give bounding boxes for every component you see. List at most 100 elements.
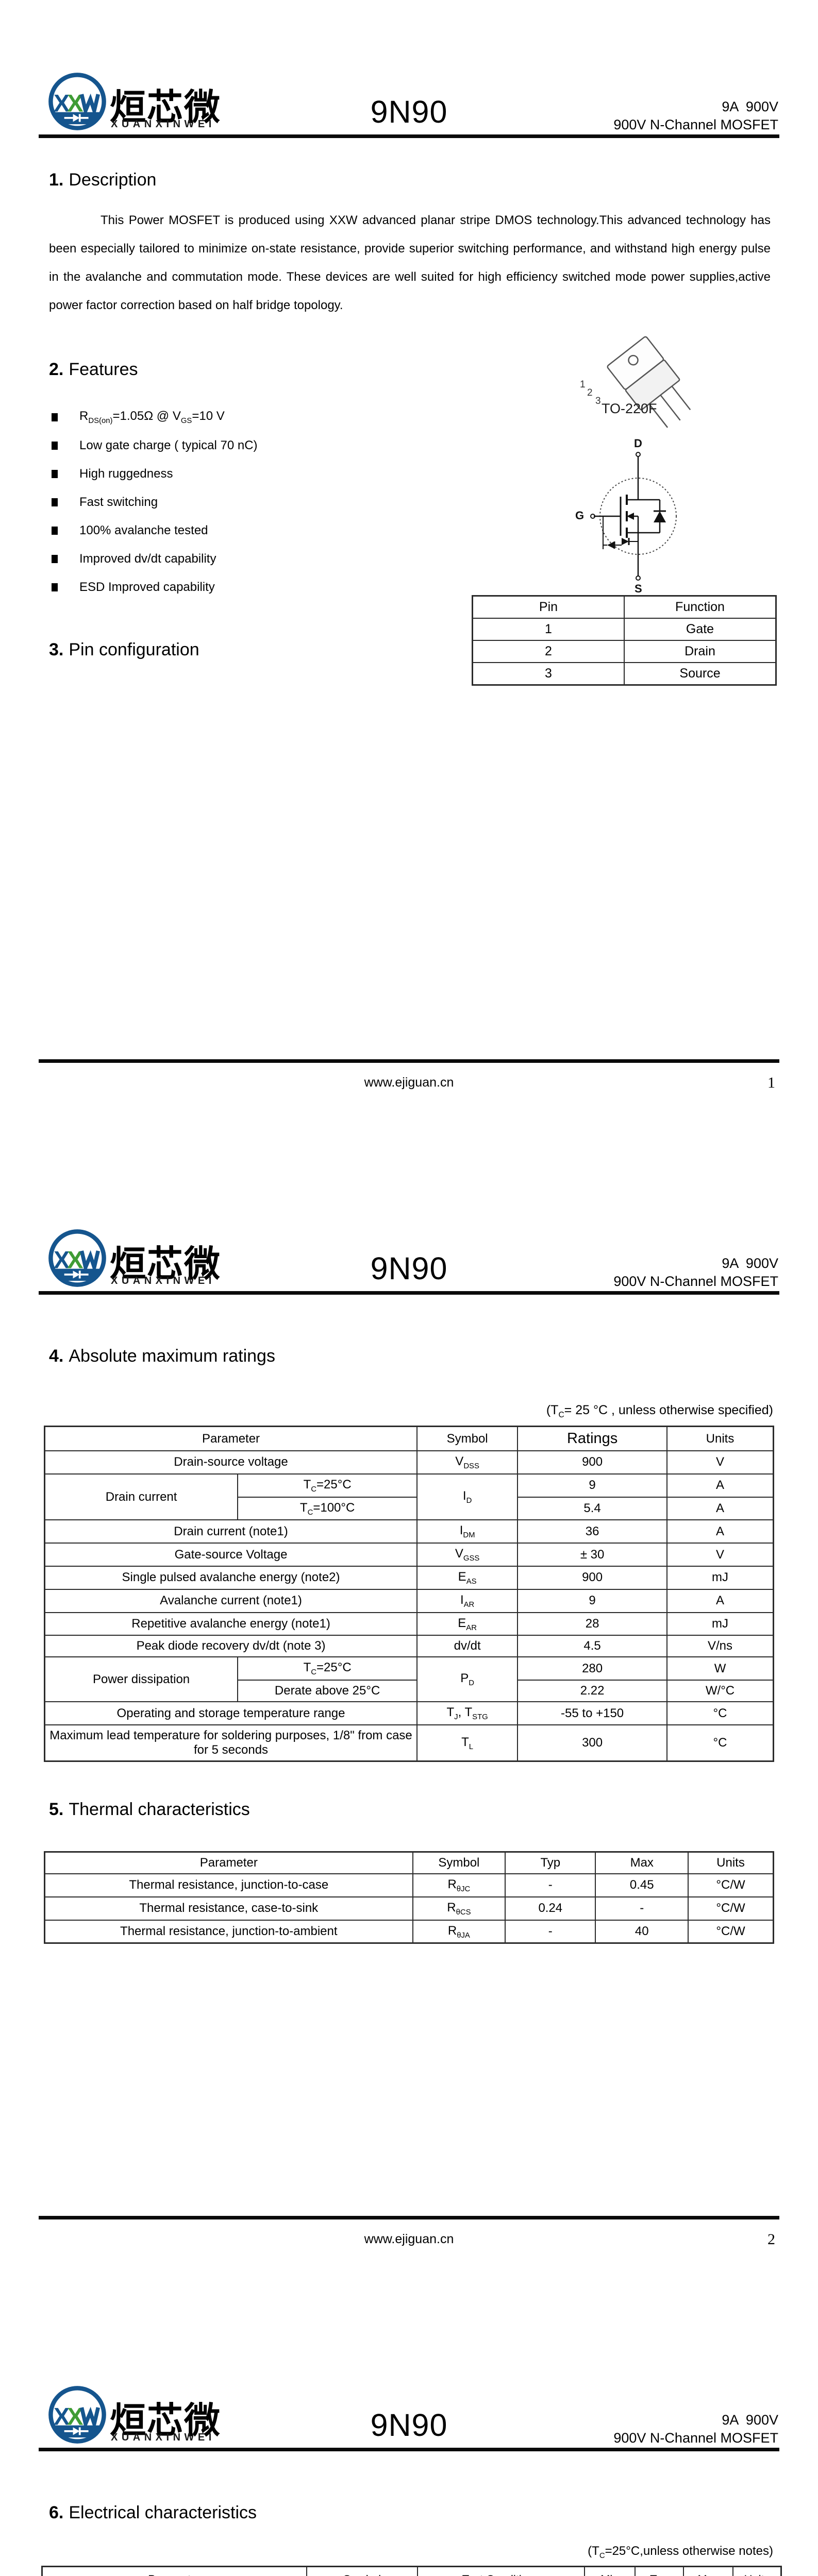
section-title: Absolute maximum ratings	[69, 1346, 275, 1366]
table-cell: 900	[517, 1565, 668, 1590]
table-cell: Maximum lead temperature for soldering p…	[44, 1724, 418, 1762]
electrical-characteristics-table: ParameterSymbolTest ConditionsMinTypMaxU…	[41, 2566, 782, 2576]
table-cell: EAS	[416, 1565, 519, 1590]
table-cell: 28	[517, 1612, 668, 1636]
table-cell: RθJC	[412, 1873, 506, 1897]
table-cell: TJ, TSTG	[416, 1701, 519, 1725]
table-cell: Gate	[624, 618, 777, 641]
list-item: Low gate charge ( typical 70 nC)	[52, 431, 258, 460]
list-item: Fast switching	[52, 488, 258, 516]
table-cell: A	[666, 1473, 774, 1498]
table-header-cell: Test Conditions	[416, 2566, 586, 2576]
svg-text:X: X	[54, 90, 70, 117]
table-cell: 900	[517, 1450, 668, 1475]
table-cell: Operating and storage temperature range	[44, 1701, 418, 1725]
table-row: Maximum lead temperature for soldering p…	[44, 1724, 774, 1762]
page-number: 1	[767, 1074, 775, 1091]
package-name-label: TO-220F	[602, 401, 657, 416]
bullet-square-icon	[52, 469, 58, 478]
section-heading-electrical-characteristics: 6. Electrical characteristics	[49, 2503, 257, 2523]
table-cell: V	[666, 1450, 774, 1475]
pin-function-table: Pin Function 1 Gate 2 Drain 3 Source	[472, 595, 777, 686]
table-cell: 0.24	[505, 1896, 596, 1921]
table-row: Single pulsed avalanche energy (note2) EA…	[44, 1565, 774, 1590]
footer-website-link[interactable]: www.ejiguan.cn	[364, 1075, 454, 1090]
table-cell: RθJA	[412, 1919, 506, 1944]
table-cell: PD	[416, 1656, 519, 1703]
section-number: 2.	[49, 360, 64, 379]
svg-text:X: X	[54, 2403, 70, 2430]
table-cell: °C	[666, 1701, 774, 1725]
table-cell: °C/W	[688, 1919, 774, 1944]
section-number: 4.	[49, 1346, 64, 1366]
table-cell: W	[666, 1656, 774, 1681]
table-row: TC=100°C 5.4 A	[45, 1496, 774, 1521]
part-number-title: 9N90	[370, 1251, 448, 1286]
table-header-cell: Ratings	[517, 1426, 668, 1451]
footer-website-link[interactable]: www.ejiguan.cn	[364, 2232, 454, 2246]
section-title: Pin configuration	[69, 640, 199, 659]
table-cell: mJ	[666, 1612, 774, 1636]
table-cell: Peak diode recovery dv/dt (note 3)	[44, 1635, 418, 1658]
list-item-text: RDS(on)=1.05Ω @ VGS=10 V	[79, 409, 225, 425]
table-cell: V/ns	[666, 1635, 774, 1658]
list-item-text: Fast switching	[79, 495, 158, 509]
table-header-cell: Symbol	[412, 1851, 506, 1874]
table-cell: Source	[624, 662, 777, 686]
source-label: S	[635, 582, 642, 595]
drain-label: D	[634, 437, 642, 450]
table-row: ParameterSymbolTest ConditionsMinTypMaxU…	[41, 2566, 782, 2576]
table-header-cell: Parameter	[41, 2566, 307, 2576]
table-cell: 36	[517, 1519, 668, 1544]
table-row: Peak diode recovery dv/dt (note 3) dv/dt 4…	[44, 1635, 774, 1658]
table-row: Parameter Symbol Ratings Units	[44, 1426, 774, 1451]
part-number-title: 9N90	[370, 2408, 448, 2443]
table-header-cell: Function	[624, 595, 777, 619]
table-cell: 40	[595, 1919, 689, 1944]
page-footer: www.ejiguan.cn 1	[39, 1059, 779, 1091]
list-item-text: Improved dv/dt capability	[79, 551, 216, 566]
table-row: Derate above 25°C 2.22 W/°C	[45, 1680, 774, 1703]
brand-name-chinese: 烜芯微	[110, 87, 221, 127]
page-header: X X 烜芯微 XUANXINWEI 9N90 9A 900V 900V N-Ch…	[39, 0, 779, 138]
table-header-cell: Max	[683, 2566, 734, 2576]
svg-text:X: X	[67, 90, 83, 117]
table-header-cell: Symbol	[306, 2566, 418, 2576]
table-header-cell: Units	[732, 2566, 782, 2576]
table-header-cell: Max	[595, 1851, 689, 1874]
page-footer: www.ejiguan.cn 2	[39, 2216, 779, 2248]
table-cell: dv/dt	[416, 1635, 519, 1658]
absolute-maximum-ratings-table: Parameter Symbol Ratings Units Drain-source …	[44, 1426, 774, 1762]
list-item: RDS(on)=1.05Ω @ VGS=10 V	[52, 403, 258, 431]
table-header-cell: Parameter	[44, 1851, 413, 1874]
to220f-package-icon	[607, 336, 691, 428]
table-header-cell: Min	[584, 2566, 636, 2576]
list-item: Improved dv/dt capability	[52, 545, 258, 573]
table-cell: Thermal resistance, case-to-sink	[44, 1896, 413, 1921]
table-cell: TC=100°C	[237, 1496, 418, 1521]
table-row: Parameter Symbol Typ Max Units	[44, 1851, 774, 1874]
table-cell: W/°C	[666, 1680, 774, 1703]
list-item: High ruggedness	[52, 460, 258, 488]
table-cell: Thermal resistance, junction-to-case	[44, 1873, 413, 1897]
table-row: Power dissipation TC=25°C PD 280 W	[44, 1656, 774, 1703]
svg-text:X: X	[54, 1247, 70, 1274]
bullet-square-icon	[52, 583, 58, 591]
table-cell: RθCS	[412, 1896, 506, 1921]
table-row: Drain current (note1) IDM 36 A	[44, 1519, 774, 1544]
table-row: Operating and storage temperature range T…	[44, 1701, 774, 1725]
brand-name-chinese: 烜芯微	[110, 2400, 221, 2441]
part-rating-text: 9A 900V 900V N-Channel MOSFET	[613, 2412, 778, 2446]
brand-logo-icon: X X	[48, 2386, 106, 2444]
bullet-square-icon	[52, 498, 58, 506]
table-cell: °C/W	[688, 1896, 774, 1921]
table-cell: Single pulsed avalanche energy (note2)	[44, 1565, 418, 1590]
page-header: X X 烜芯微 XUANXINWEI 9N90 9A 900V 900V N-Ch…	[39, 2313, 779, 2451]
table-cell: V	[666, 1543, 774, 1567]
table-cell: Repetitive avalanche energy (note1)	[44, 1612, 418, 1636]
section-heading-thermal-characteristics: 5. Thermal characteristics	[49, 1800, 250, 1820]
section-number: 1.	[49, 170, 64, 190]
table-header-cell: Parameter	[44, 1426, 418, 1451]
table-header-cell: Units	[666, 1426, 774, 1451]
datasheet-page-1: X X 烜芯微 XUANXINWEI 9N90 9A 900V 900V N-Ch…	[0, 0, 818, 1157]
